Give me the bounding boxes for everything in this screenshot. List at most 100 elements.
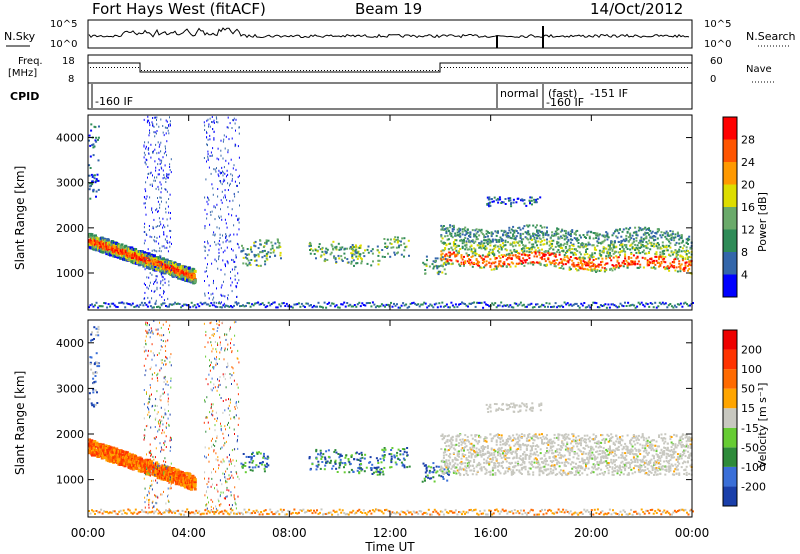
scatter-point bbox=[216, 306, 219, 308]
scatter-point bbox=[231, 208, 233, 211]
scatter-point bbox=[199, 301, 202, 304]
scatter-point bbox=[563, 259, 566, 262]
scatter-point bbox=[161, 245, 163, 248]
scatter-point bbox=[575, 233, 577, 236]
scatter-point bbox=[367, 302, 370, 304]
scatter-point bbox=[206, 213, 208, 216]
scatter-point bbox=[635, 230, 638, 233]
scatter-point bbox=[636, 266, 639, 269]
scatter-point bbox=[394, 304, 397, 307]
scatter-point bbox=[567, 261, 570, 264]
scatter-point bbox=[532, 235, 535, 237]
nave-point bbox=[375, 70, 376, 71]
scatter-point bbox=[637, 246, 640, 249]
scatter-point bbox=[218, 215, 220, 218]
scatter-point bbox=[634, 226, 637, 229]
scatter-point bbox=[471, 265, 474, 268]
scatter-point bbox=[306, 302, 309, 305]
scatter-point bbox=[644, 233, 647, 236]
scatter-point bbox=[515, 262, 518, 265]
scatter-point bbox=[627, 240, 630, 243]
scatter-point bbox=[499, 245, 502, 248]
scatter-point bbox=[479, 301, 482, 304]
scatter-point bbox=[514, 250, 517, 253]
scatter-point bbox=[470, 302, 472, 305]
scatter-point bbox=[245, 262, 248, 265]
scatter-point bbox=[470, 245, 473, 248]
scatter-point bbox=[228, 162, 230, 165]
scatter-point bbox=[498, 251, 501, 254]
scatter-point bbox=[97, 179, 100, 182]
scatter-point bbox=[544, 260, 547, 263]
scatter-point bbox=[571, 238, 574, 241]
scatter-point bbox=[653, 242, 655, 245]
scatter-point bbox=[494, 265, 497, 268]
scatter-point bbox=[254, 245, 257, 248]
scatter-point bbox=[610, 259, 613, 262]
scatter-point bbox=[475, 236, 478, 238]
nave-point bbox=[348, 70, 349, 71]
scatter-point bbox=[335, 245, 338, 248]
scatter-point bbox=[150, 156, 152, 159]
scatter-point bbox=[627, 262, 630, 265]
scatter-point bbox=[166, 140, 168, 143]
scatter-point bbox=[617, 232, 620, 235]
scatter-point bbox=[487, 202, 490, 205]
scatter-point bbox=[614, 241, 616, 244]
nave-point bbox=[384, 70, 385, 71]
scatter-point bbox=[571, 304, 574, 307]
scatter-point bbox=[356, 262, 359, 265]
scatter-point bbox=[552, 260, 555, 263]
scatter-point bbox=[645, 245, 648, 248]
scatter-point bbox=[633, 304, 636, 307]
nave-point bbox=[414, 70, 415, 71]
scatter-point bbox=[207, 159, 209, 161]
scatter-point bbox=[240, 250, 243, 253]
scatter-point bbox=[449, 254, 452, 257]
scatter-point bbox=[656, 237, 659, 240]
scatter-point bbox=[669, 237, 672, 240]
scatter-point bbox=[601, 305, 604, 307]
scatter-point bbox=[343, 301, 346, 304]
nave-point bbox=[531, 67, 532, 68]
scatter-point bbox=[488, 198, 491, 201]
scatter-point bbox=[595, 248, 598, 251]
scatter-point bbox=[628, 304, 631, 307]
nave-point bbox=[405, 70, 406, 71]
scatter-point bbox=[617, 266, 620, 269]
scatter-point bbox=[207, 254, 209, 257]
scatter-point bbox=[163, 245, 165, 248]
nave-point bbox=[324, 70, 325, 71]
scatter-point bbox=[144, 188, 146, 191]
scatter-point bbox=[514, 244, 517, 247]
scatter-point bbox=[622, 265, 625, 268]
scatter-point bbox=[566, 236, 569, 239]
scatter-point bbox=[160, 183, 162, 186]
scatter-point bbox=[167, 270, 169, 272]
scatter-point bbox=[163, 134, 165, 137]
scatter-point bbox=[266, 305, 269, 308]
scatter-point bbox=[664, 302, 667, 305]
scatter-point bbox=[237, 243, 239, 246]
scatter-point bbox=[486, 235, 489, 238]
scatter-point bbox=[615, 266, 618, 269]
scatter-point bbox=[444, 272, 447, 275]
nave-point bbox=[237, 70, 238, 71]
scatter-point bbox=[486, 255, 489, 258]
scatter-point bbox=[517, 197, 520, 200]
scatter-point bbox=[449, 242, 452, 245]
scatter-point bbox=[666, 265, 669, 268]
scatter-point bbox=[590, 268, 593, 271]
scatter-point bbox=[163, 302, 166, 305]
nave-point bbox=[114, 67, 115, 68]
scatter-point bbox=[440, 234, 443, 237]
scatter-point bbox=[485, 303, 488, 306]
scatter-point bbox=[424, 272, 427, 275]
scatter-point bbox=[389, 255, 392, 258]
scatter-point bbox=[442, 263, 445, 266]
scatter-point bbox=[90, 173, 93, 176]
scatter-point bbox=[590, 254, 593, 257]
scatter-point bbox=[160, 464, 164, 468]
scatter-point bbox=[478, 246, 481, 249]
scatter-point bbox=[160, 255, 162, 258]
